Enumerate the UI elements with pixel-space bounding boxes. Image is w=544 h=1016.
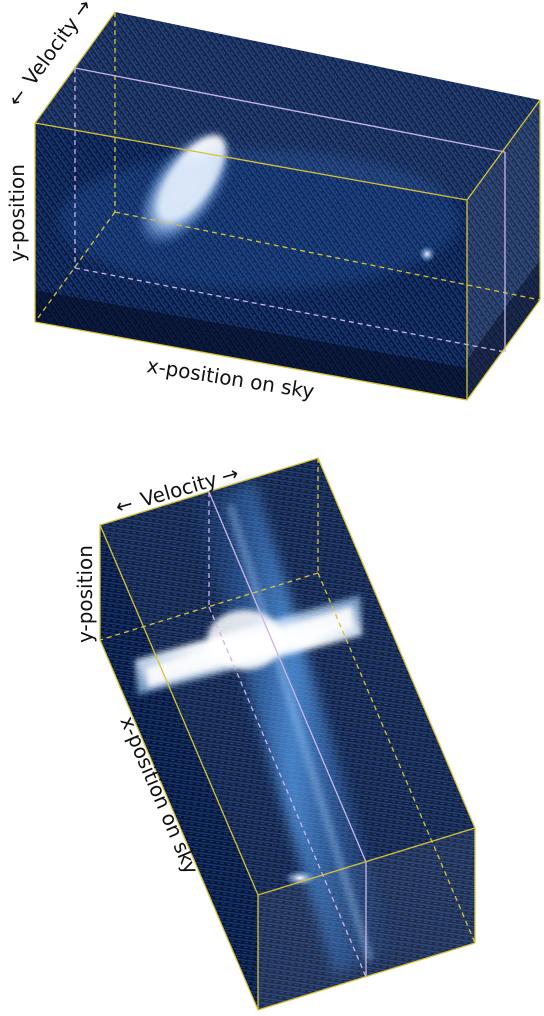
- top-cube-hidden-edges: [34, 12, 541, 323]
- top-data-cube: ← Velocity → y-position x-position on sk…: [3, 0, 541, 403]
- top-y-label: y-position: [5, 164, 29, 262]
- right-arrow-icon: →: [219, 461, 242, 489]
- bottom-emission-stripe: [190, 482, 395, 975]
- bottom-cube-front-face: [100, 525, 258, 1010]
- left-arrow-icon: ←: [113, 491, 136, 519]
- bottom-emission-bar: [135, 595, 362, 695]
- top-cube-slice-plane: [74, 67, 506, 353]
- bottom-bright-spot: [284, 870, 316, 886]
- bottom-cube-visible-edges: [99, 457, 476, 1011]
- bottom-data-cube: ← Velocity → y-position x-position on sk…: [73, 457, 476, 1011]
- top-cube-visible-edges: [34, 11, 541, 401]
- bottom-cube-hidden-edges: [99, 458, 476, 944]
- top-cube-top-face: [35, 12, 540, 200]
- bottom-y-label: y-position: [73, 545, 97, 643]
- left-arrow-icon: ←: [3, 83, 32, 111]
- bottom-cube-slice-plane: [208, 491, 367, 978]
